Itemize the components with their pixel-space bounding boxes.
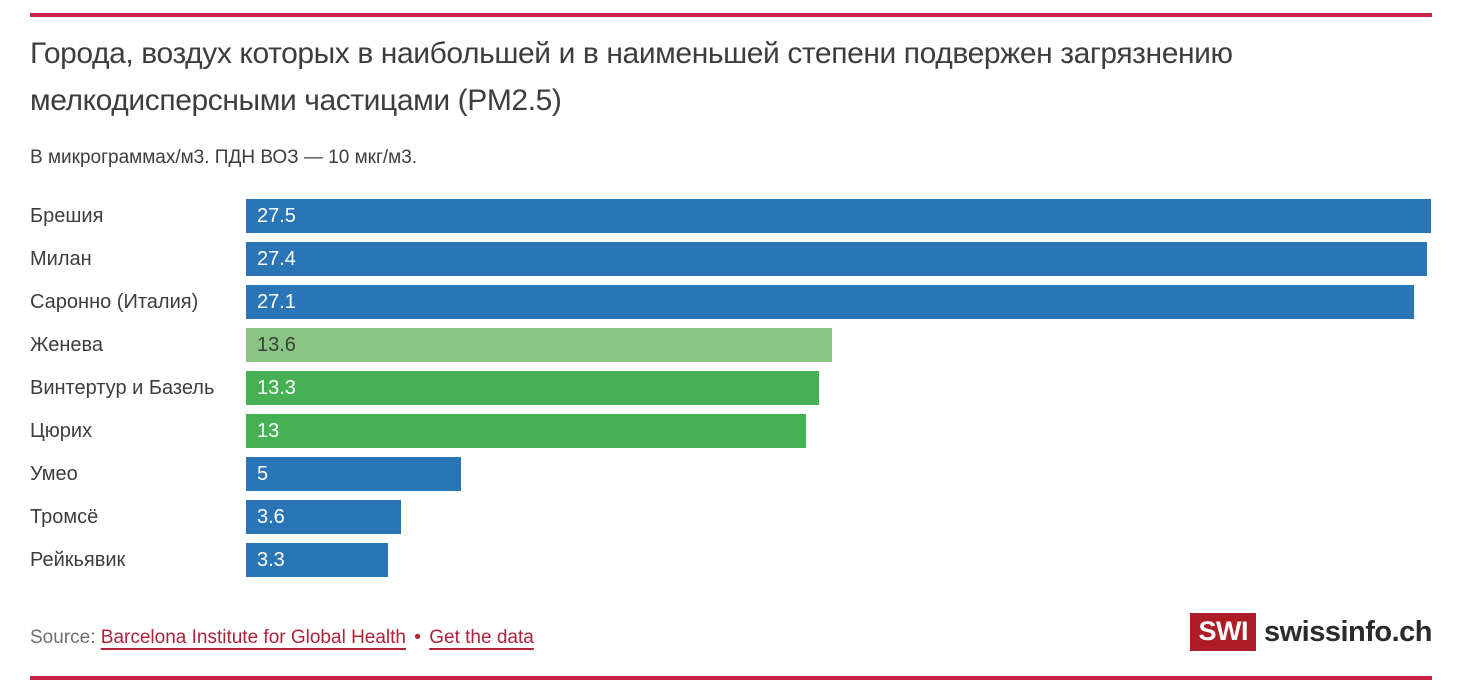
chart-row: Брешия 27.5 — [30, 199, 1431, 233]
category-label: Женева — [30, 333, 104, 356]
source-label: Source: — [30, 627, 96, 648]
bar-rows: Брешия 27.5 Милан 27.4 Саронно (Италия) 27.1 Ж… — [30, 199, 1431, 577]
source-link[interactable]: Barcelona Institute for Global Health — [100, 627, 406, 648]
bottom-accent-rule — [30, 676, 1432, 680]
separator-dot: • — [414, 627, 421, 648]
category-label: Брешия — [30, 204, 104, 227]
top-accent-rule — [30, 13, 1432, 17]
chart-row: Тромсё 3.6 — [30, 500, 1431, 534]
bar: 3.3 — [246, 543, 389, 577]
category-label: Рейкьявик — [30, 548, 126, 571]
bar: 3.6 — [246, 500, 402, 534]
bar-chart: Брешия 27.5 Милан 27.4 Саронно (Италия) 27.1 Ж… — [30, 199, 1431, 577]
bar: 13.3 — [246, 371, 820, 405]
bar-value-label: 13.3 — [257, 376, 296, 399]
bar-value-label: 13.6 — [257, 333, 296, 356]
bar-value-label: 27.1 — [257, 290, 296, 313]
bar-track: 27.4 — [246, 242, 1431, 276]
category-label: Цюрих — [30, 419, 93, 442]
chart-subtitle: В микрограммах/м3. ПДН ВОЗ — 10 мкг/м3. — [30, 147, 418, 168]
bar: 13.6 — [246, 328, 833, 362]
bar-value-label: 3.3 — [257, 548, 285, 571]
swissinfo-wordmark: swissinfo.ch — [1263, 615, 1433, 648]
category-label: Винтертур и Базель — [30, 376, 215, 399]
chart-row: Цюрих 13 — [30, 414, 1431, 448]
chart-row: Женева 13.6 — [30, 328, 1431, 362]
bar: 27.4 — [246, 242, 1427, 276]
chart-row: Рейкьявик 3.3 — [30, 543, 1431, 577]
bar-value-label: 27.4 — [257, 247, 296, 270]
category-label: Милан — [30, 247, 92, 270]
bar: 27.1 — [246, 285, 1414, 319]
bar: 13 — [246, 414, 807, 448]
source-line: Source: Barcelona Institute for Global H… — [30, 627, 534, 649]
category-label: Саронно (Италия) — [30, 290, 199, 313]
bar: 27.5 — [246, 199, 1431, 233]
bar-track: 27.1 — [246, 285, 1431, 319]
bar-track: 3.3 — [246, 543, 1431, 577]
chart-row: Саронно (Италия) 27.1 — [30, 285, 1431, 319]
bar-track: 13.6 — [246, 328, 1431, 362]
bar-value-label: 5 — [257, 462, 269, 485]
swi-logo-mark: SWI — [1190, 613, 1256, 651]
chart-title: Города, воздух которых в наибольшей и в … — [30, 37, 1233, 117]
chart-row: Умео 5 — [30, 457, 1431, 491]
bar-track: 5 — [246, 457, 1431, 491]
category-label: Тромсё — [30, 505, 99, 528]
chart-row: Милан 27.4 — [30, 242, 1431, 276]
bar-value-label: 13 — [257, 419, 280, 442]
get-the-data-link[interactable]: Get the data — [429, 627, 534, 648]
bar: 5 — [246, 457, 462, 491]
bar-track: 13.3 — [246, 371, 1431, 405]
bar-track: 27.5 — [246, 199, 1431, 233]
swissinfo-logo[interactable]: SWI swissinfo.ch — [1190, 613, 1433, 651]
bar-track: 13 — [246, 414, 1431, 448]
bar-track: 3.6 — [246, 500, 1431, 534]
chart-row: Винтертур и Базель 13.3 — [30, 371, 1431, 405]
category-label: Умео — [30, 462, 78, 485]
bar-value-label: 27.5 — [257, 204, 296, 227]
bar-value-label: 3.6 — [257, 505, 285, 528]
